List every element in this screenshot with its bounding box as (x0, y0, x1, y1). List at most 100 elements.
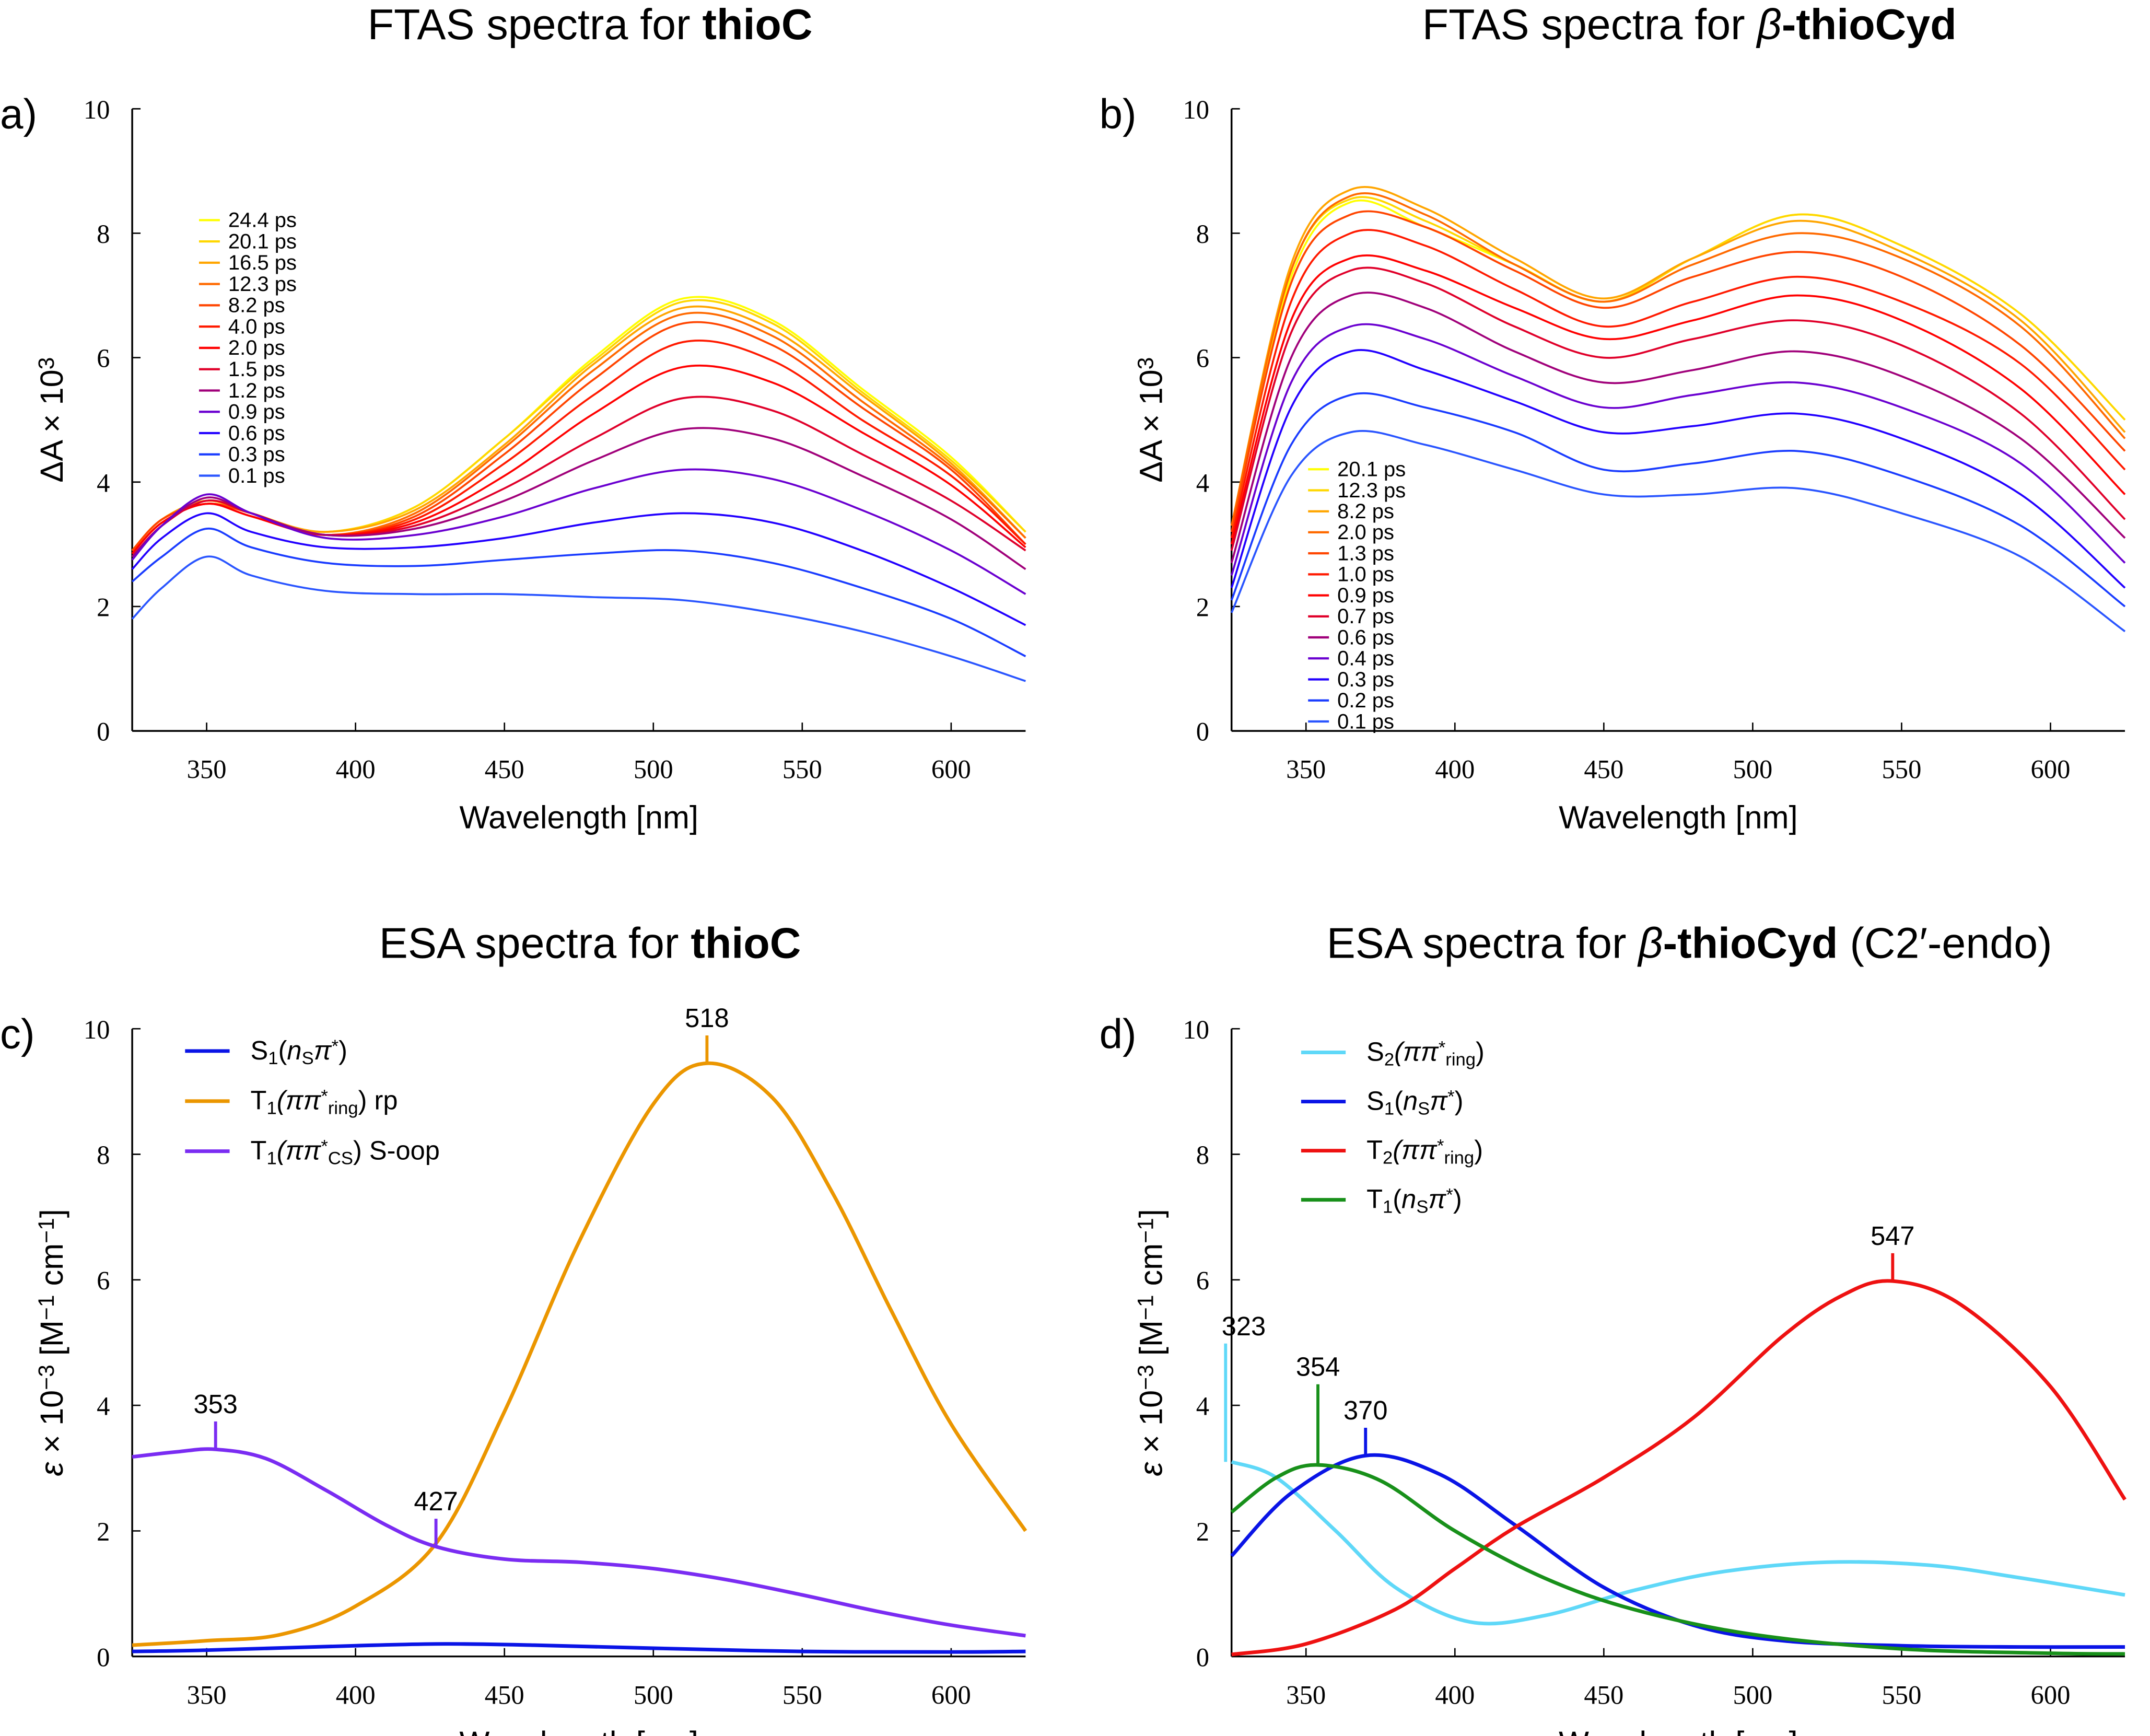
legend-label: 20.1 ps (228, 230, 297, 253)
x-tick-label: 450 (1584, 755, 1623, 784)
annotation-label: 353 (193, 1389, 237, 1419)
x-tick-label: 450 (485, 1680, 524, 1709)
legend-label: 24.4 ps (228, 209, 297, 232)
series-line-7 (1230, 266, 2126, 551)
series-line-6 (131, 364, 1026, 554)
annotation-label: 547 (1871, 1221, 1914, 1251)
y-tick-label: 2 (97, 1517, 110, 1546)
y-tick-label: 8 (97, 219, 110, 249)
legend-label: 0.6 ps (1337, 626, 1394, 649)
legend-label: 20.1 ps (1337, 458, 1406, 481)
y-tick-label: 10 (84, 95, 110, 124)
x-tick-label: 350 (1286, 755, 1326, 784)
legend-label: 0.4 ps (1337, 647, 1394, 670)
legend-label: T1(nSπ*) (1366, 1184, 1462, 1217)
panel-label: b) (1100, 91, 1137, 137)
x-axis-label: Wavelength [nm] (1559, 800, 1797, 835)
y-tick-label: 4 (97, 468, 110, 497)
x-tick-label: 350 (1286, 1680, 1326, 1709)
y-tick-label: 6 (1196, 344, 1209, 373)
y-tick-label: 8 (1196, 219, 1209, 249)
y-tick-label: 8 (1196, 1140, 1209, 1170)
y-tick-label: 10 (84, 1015, 110, 1044)
annotation-label: 427 (414, 1486, 458, 1516)
annotation-label: 370 (1343, 1395, 1387, 1425)
legend-label: 0.9 ps (1337, 584, 1394, 607)
y-tick-label: 0 (97, 1642, 110, 1672)
series-line-7 (131, 395, 1026, 557)
x-tick-label: 550 (782, 1680, 822, 1709)
chart-panel-a: FTAS spectra for thioC a) 350 400 450 500 550 6… (0, 1, 1026, 835)
x-tick-label: 550 (1882, 1680, 1922, 1709)
x-tick-label: 450 (1584, 1680, 1623, 1709)
legend-label: 12.3 ps (228, 273, 297, 296)
x-tick-label: 600 (931, 1680, 971, 1709)
y-tick-label: 6 (1196, 1266, 1209, 1295)
panel-label: c) (0, 1010, 35, 1057)
chart-panel-d: ESA spectra for β-thioCyd (C2′-endo) d) 35… (1100, 919, 2126, 1736)
series-line-11 (131, 528, 1026, 657)
series-line-0 (132, 1642, 1026, 1654)
series-line-2 (132, 1447, 1026, 1638)
chart-title: FTAS spectra for thioC (368, 1, 813, 49)
legend-label: 0.2 ps (1337, 689, 1394, 712)
series-line-11 (1230, 392, 2126, 608)
legend-label: 1.2 ps (228, 379, 285, 402)
legend-label: 0.1 ps (1337, 710, 1394, 733)
y-axis-label: ΔA × 103 (34, 357, 69, 483)
legend-label: 1.5 ps (228, 358, 285, 381)
x-tick-label: 500 (1733, 1680, 1772, 1709)
legend-label: S1(nSπ*) (1366, 1086, 1463, 1119)
series-line-9 (131, 468, 1026, 595)
x-tick-label: 500 (1733, 755, 1772, 784)
legend-label: 4.0 ps (228, 315, 285, 338)
x-tick-label: 600 (931, 755, 971, 784)
series-line-2 (1231, 1279, 2126, 1657)
x-tick-label: 600 (2031, 1680, 2071, 1709)
x-tick-label: 400 (1435, 755, 1475, 784)
x-tick-label: 500 (634, 1680, 673, 1709)
y-tick-label: 0 (1196, 1642, 1209, 1672)
legend-label: 0.1 ps (228, 464, 285, 487)
y-axis-label: ε × 10−3 [M−1 cm−1] (1133, 1209, 1169, 1476)
legend-label: 2.0 ps (1337, 521, 1394, 544)
legend-label: 2.0 ps (228, 336, 285, 359)
x-tick-label: 350 (187, 755, 227, 784)
legend-label: 12.3 ps (1337, 479, 1406, 502)
legend-label: 0.7 ps (1337, 605, 1394, 628)
x-tick-label: 500 (634, 755, 673, 784)
series-line-2 (1230, 185, 2126, 526)
y-tick-label: 10 (1183, 1015, 1209, 1044)
legend-label: 0.3 ps (1337, 668, 1394, 691)
y-tick-label: 6 (97, 344, 110, 373)
y-tick-label: 4 (1196, 468, 1209, 497)
annotation-label: 518 (685, 1003, 729, 1033)
y-axis-label: ε × 10−3 [M−1 cm−1] (34, 1209, 69, 1476)
legend-label: 0.6 ps (228, 422, 285, 445)
panel-label: a) (0, 91, 37, 137)
legend-label: S2(ππ*ring) (1366, 1036, 1485, 1069)
y-tick-label: 0 (1196, 717, 1209, 747)
series-line-12 (1230, 430, 2126, 633)
series-line-8 (131, 427, 1026, 570)
series-line-0 (1231, 1460, 2125, 1626)
legend-label: T1(ππ*ring) rp (251, 1086, 398, 1119)
x-tick-label: 600 (2031, 755, 2071, 784)
series-line-9 (1230, 323, 2126, 576)
y-tick-label: 6 (97, 1266, 110, 1295)
y-tick-label: 2 (1196, 1517, 1209, 1546)
series-line-1 (1230, 1453, 2125, 1649)
y-tick-label: 4 (97, 1392, 110, 1421)
y-tick-label: 2 (1196, 593, 1209, 622)
x-tick-label: 400 (336, 1680, 376, 1709)
series-line-6 (1230, 254, 2126, 545)
x-tick-label: 400 (1435, 1680, 1475, 1709)
chart-title: FTAS spectra for β-thioCyd (1422, 1, 1957, 49)
legend-label: 0.9 ps (228, 401, 285, 424)
legend-label: 1.3 ps (1337, 542, 1394, 565)
x-tick-label: 550 (782, 755, 822, 784)
series-line-5 (1230, 229, 2126, 539)
legend-label: 16.5 ps (228, 251, 297, 274)
